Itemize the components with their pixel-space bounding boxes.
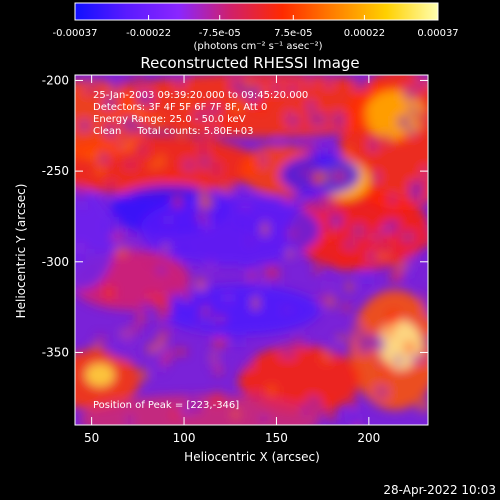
y-tick-label: -250	[42, 164, 69, 178]
colorbar-tick-label: 0.00022	[344, 28, 385, 39]
x-tick-label: 50	[84, 431, 99, 445]
x-tick-label: 150	[265, 431, 288, 445]
colorbar-tick-label: -7.5e-05	[199, 28, 241, 39]
annotation-peak-position: Position of Peak = [223,-346]	[93, 400, 239, 411]
y-axis-label: Heliocentric Y (arcsec)	[14, 184, 28, 319]
annotations: 25-Jan-2003 09:39:20.000 to 09:45:20.000…	[93, 90, 308, 411]
annotation-time-range: 25-Jan-2003 09:39:20.000 to 09:45:20.000	[93, 90, 308, 101]
annotation-energy-range: Energy Range: 25.0 - 50.0 keV	[93, 114, 246, 125]
plot-frame	[74, 74, 429, 426]
colorbar-tick-label: 0.00037	[417, 28, 458, 39]
colorbar-ticks: -0.00037 -0.00022 -7.5e-05 7.5e-05 0.00022 0.…	[53, 15, 459, 39]
annotation-method-counts: Clean Total counts: 5.80E+03	[93, 126, 253, 137]
y-tick-label: -200	[42, 73, 69, 87]
footer-timestamp: 28-Apr-2022 10:03	[383, 483, 496, 497]
chart-title: Reconstructed RHESSI Image	[140, 54, 359, 72]
colorbar-units: (photons cm⁻² s⁻¹ asec⁻²)	[193, 41, 322, 52]
heatmap	[75, 75, 428, 425]
x-axis-label: Heliocentric X (arcsec)	[184, 450, 320, 464]
annotation-detectors: Detectors: 3F 4F 5F 6F 7F 8F, Att 0	[93, 102, 267, 113]
x-tick-label: 200	[357, 431, 380, 445]
colorbar-tick-label: -0.00022	[126, 28, 171, 39]
y-tick-label: -300	[42, 255, 69, 269]
y-tick-label: -350	[42, 345, 69, 359]
x-tick-label: 100	[173, 431, 196, 445]
colorbar: -0.00037 -0.00022 -7.5e-05 7.5e-05 0.00022 0.…	[53, 2, 459, 52]
colorbar-tick-label: 7.5e-05	[274, 28, 312, 39]
axis-ticks: 50 100 150 200 -350 -300 -250 -200	[42, 73, 428, 445]
colorbar-tick-label: -0.00037	[53, 28, 98, 39]
colorbar-strip	[74, 2, 439, 21]
